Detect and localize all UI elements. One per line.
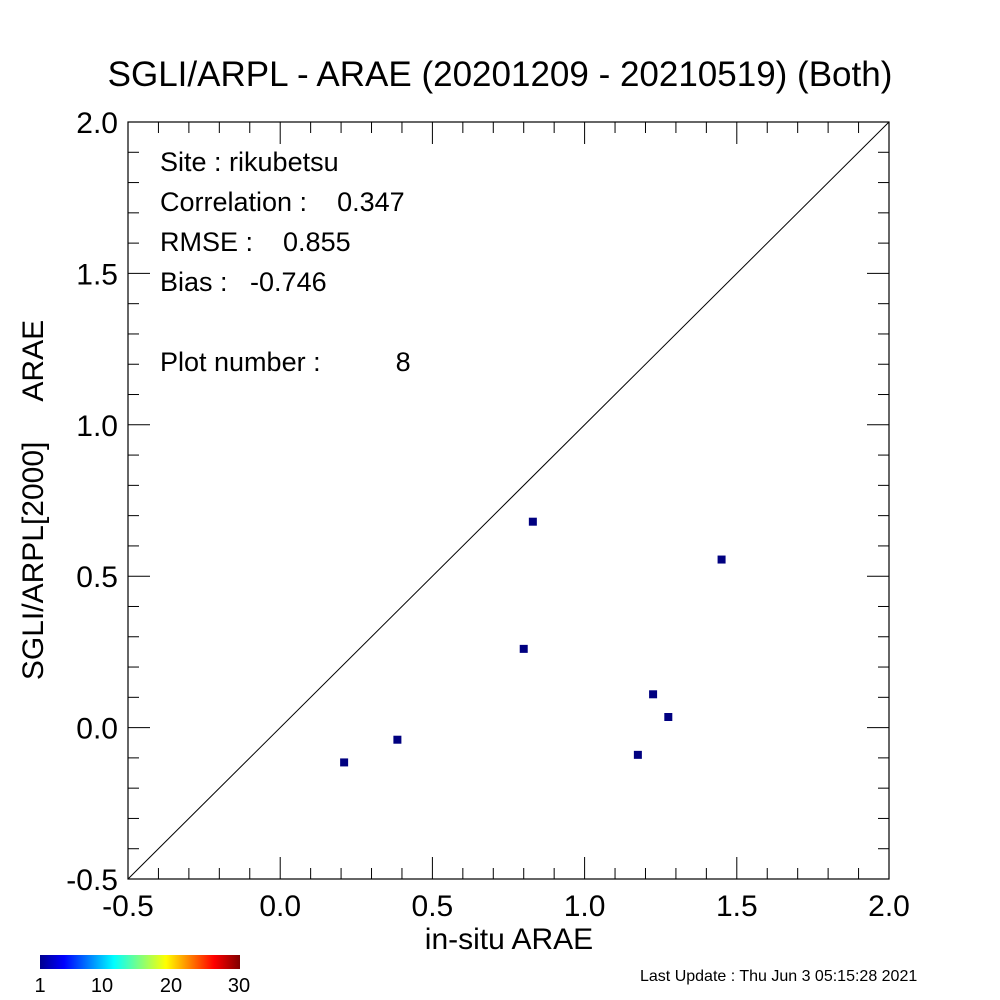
- chart-title: SGLI/ARPL - ARAE (20201209 - 20210519) (…: [107, 55, 893, 94]
- y-tick-label: 1.5: [76, 258, 118, 291]
- data-point: [519, 644, 528, 653]
- data-point: [633, 750, 642, 759]
- x-tick-label: 0.0: [259, 890, 301, 923]
- colorbar-tick: 10: [90, 975, 114, 997]
- data-point: [393, 735, 402, 744]
- stat-plot-number: Plot number : 8: [160, 342, 411, 382]
- stat-bias-value: -0.746: [250, 267, 327, 297]
- stat-correlation-label: Correlation :: [160, 187, 308, 217]
- x-tick-label: 2.0: [868, 890, 910, 923]
- stat-correlation-value: 0.347: [337, 187, 405, 217]
- stat-correlation: Correlation : 0.347: [160, 182, 411, 222]
- stat-plot-number-value: 8: [395, 347, 411, 377]
- stat-site-value: rikubetsu: [229, 147, 339, 177]
- y-tick-label: 1.0: [76, 410, 118, 443]
- stat-spacer: [160, 302, 411, 342]
- data-point: [528, 517, 537, 526]
- plot-frame: [127, 121, 890, 880]
- stat-rmse-label: RMSE :: [160, 227, 254, 257]
- colorbar-tick: 1: [34, 975, 46, 997]
- colorbar-tick: 20: [159, 975, 183, 997]
- data-point: [717, 555, 726, 564]
- data-point: [340, 758, 349, 767]
- stat-rmse-value: 0.855: [283, 227, 351, 257]
- x-tick-label: 0.5: [412, 890, 454, 923]
- data-point: [649, 690, 658, 699]
- data-point: [664, 713, 673, 722]
- y-tick-label: -0.5: [66, 864, 118, 897]
- y-tick-label: 0.5: [76, 561, 118, 594]
- stat-bias: Bias : -0.746: [160, 262, 411, 302]
- stats-panel: Site : rikubetsu Correlation : 0.347 RMS…: [160, 142, 411, 382]
- stat-bias-label: Bias :: [160, 267, 228, 297]
- colorbar-tick: 30: [227, 975, 251, 997]
- stat-rmse: RMSE : 0.855: [160, 222, 411, 262]
- stat-site: Site : rikubetsu: [160, 142, 411, 182]
- x-tick-label: 1.0: [564, 890, 606, 923]
- y-tick-label: 2.0: [76, 107, 118, 140]
- stat-site-label: Site :: [160, 147, 222, 177]
- colorbar: [40, 955, 240, 969]
- x-axis-label: in-situ ARAE: [424, 923, 594, 956]
- x-tick-label: -0.5: [102, 890, 154, 923]
- last-update: Last Update : Thu Jun 3 05:15:28 2021: [640, 968, 918, 985]
- y-tick-label: 0.0: [76, 713, 118, 746]
- one-to-one-line: [127, 121, 890, 880]
- stat-plot-number-label: Plot number :: [160, 347, 321, 377]
- x-tick-label: 1.5: [716, 890, 758, 923]
